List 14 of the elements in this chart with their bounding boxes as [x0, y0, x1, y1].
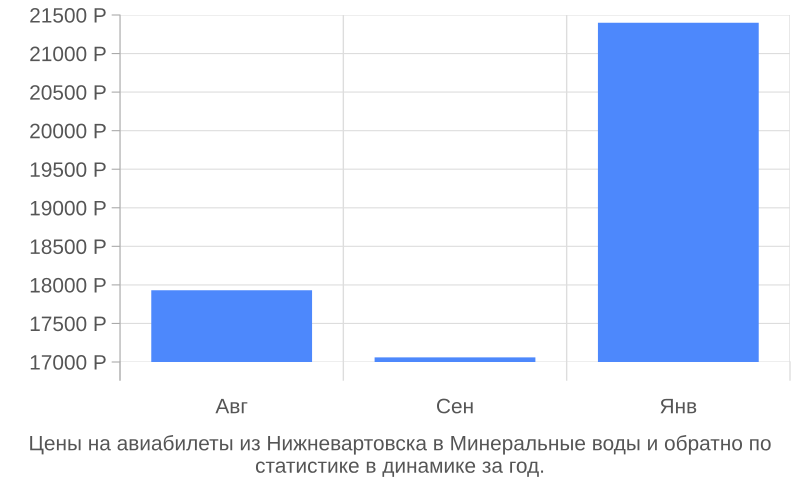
- y-tick-label: 17500 Р: [30, 316, 106, 332]
- x-tick-label: Авг: [215, 398, 248, 414]
- text: Цены на авиабилеты из Нижневартовска в Минеральные воды и обратно по статистике в динамике за год.: [30, 435, 771, 477]
- y-tick-label: 21000 Р: [30, 46, 106, 62]
- y-tick-label: 18000 Р: [30, 278, 106, 293]
- y-tick-label: 20000 Р: [30, 124, 106, 138]
- y-tick-label: 21500 Р: [30, 8, 106, 23]
- y-tick-label: 18500 Р: [30, 239, 106, 254]
- x-tick-label: Янв: [660, 398, 696, 414]
- y-tick-label: 20500 Р: [30, 85, 106, 100]
- y-tick-label: 19500 Р: [30, 162, 106, 177]
- x-tick-label: Сен: [436, 398, 473, 414]
- y-tick-label: 19000 Р: [30, 200, 106, 216]
- y-tick-label: 17000 Р: [30, 355, 106, 370]
